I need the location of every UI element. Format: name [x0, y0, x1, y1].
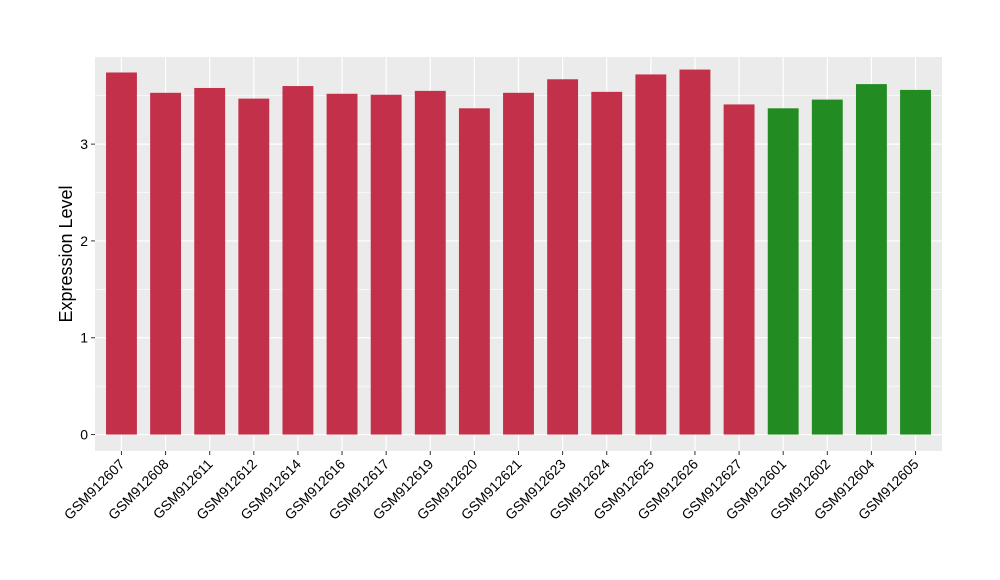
bar-GSM912604: [855, 84, 887, 435]
bar-GSM912625: [635, 74, 667, 435]
bar-GSM912623: [547, 79, 579, 435]
bar-GSM912624: [591, 91, 623, 435]
y-tick-label: 2: [80, 233, 88, 249]
bar-GSM912611: [194, 87, 226, 435]
bar-GSM912602: [811, 99, 843, 435]
bar-GSM912612: [238, 98, 270, 435]
y-tick-label: 3: [80, 136, 88, 152]
bar-GSM912626: [679, 69, 711, 435]
y-tick-label: 1: [80, 330, 88, 346]
bar-GSM912607: [106, 72, 137, 435]
bar-GSM912619: [414, 90, 446, 435]
bar-GSM912605: [900, 89, 931, 435]
bar-GSM912608: [150, 92, 182, 435]
bar-GSM912616: [326, 93, 358, 435]
bar-GSM912601: [767, 108, 799, 435]
y-axis: 0 1 2 3: [80, 136, 95, 443]
bar-GSM912621: [503, 92, 534, 435]
bar-GSM912614: [282, 86, 314, 435]
bar-GSM912617: [370, 94, 402, 435]
bar-GSM912620: [458, 108, 490, 435]
bar-GSM912627: [723, 104, 755, 435]
y-tick-label: 0: [80, 427, 88, 443]
y-axis-title: Expression Level: [56, 185, 76, 322]
bars: [106, 69, 931, 435]
x-axis: GSM912607GSM912608GSM912611GSM912612GSM9…: [61, 451, 922, 523]
